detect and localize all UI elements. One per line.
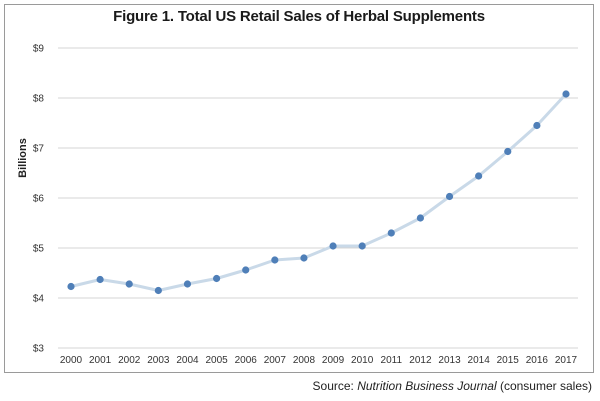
data-point: [533, 121, 541, 130]
series-line: [70, 92, 568, 292]
y-tick-label: $4: [33, 294, 45, 305]
data-point: [387, 229, 395, 237]
data-point: [212, 274, 221, 283]
x-axis-ticks: 2000 2001 2002 2003 2004 2005 2006 2007 2008 2009…: [60, 355, 578, 366]
y-tick-label: $7: [33, 144, 45, 155]
y-tick-label: $6: [33, 194, 45, 205]
y-tick-label: $3: [33, 344, 45, 355]
data-point: [445, 192, 454, 201]
data-point: [416, 214, 425, 222]
data-point: [154, 286, 162, 295]
x-tick-label: 2005: [205, 355, 228, 366]
x-tick-label: 2008: [293, 355, 316, 366]
gridlines: [58, 47, 578, 349]
chart-frame: [4, 4, 594, 373]
chart-title: Figure 1. Total US Retail Sales of Herba…: [113, 8, 485, 25]
data-point: [183, 280, 192, 288]
x-tick-label: 2001: [89, 355, 112, 366]
x-tick-label: 2011: [381, 355, 403, 366]
x-tick-label: 2004: [176, 355, 199, 366]
data-point: [504, 147, 512, 156]
x-tick-label: 2007: [264, 355, 287, 366]
x-tick-label: 2010: [351, 355, 374, 366]
data-point: [271, 256, 279, 264]
source-suffix: (consumer sales): [496, 379, 592, 393]
x-tick-label: 2014: [468, 355, 491, 366]
x-tick-label: 2013: [438, 355, 461, 366]
source-journal: Nutrition Business Journal: [357, 379, 497, 393]
x-tick-label: 2003: [147, 355, 170, 366]
data-point: [242, 266, 250, 274]
data-point: [329, 242, 337, 250]
x-tick-label: 2000: [60, 355, 83, 366]
x-tick-label: 2009: [322, 355, 345, 366]
y-axis-ticks: $3 $4 $5 $6 $7 $8 $9: [33, 44, 45, 355]
x-tick-label: 2012: [409, 355, 432, 366]
data-point: [300, 254, 308, 262]
data-point: [96, 275, 104, 284]
data-point: [358, 242, 366, 250]
y-tick-label: $8: [33, 94, 45, 105]
y-axis-label: Billions: [17, 138, 29, 178]
data-point: [125, 280, 133, 288]
data-point: [562, 90, 570, 98]
y-tick-label: $9: [33, 44, 45, 55]
y-tick-label: $5: [33, 244, 45, 255]
source-note: Source: Nutrition Business Journal (cons…: [313, 379, 592, 393]
x-tick-label: 2002: [118, 355, 141, 366]
x-tick-label: 2017: [555, 355, 578, 366]
data-point: [475, 172, 483, 180]
data-point: [67, 282, 75, 291]
x-tick-label: 2016: [526, 355, 549, 366]
source-prefix: Source:: [312, 379, 358, 393]
series-group: [67, 90, 570, 295]
x-tick-label: 2006: [235, 355, 258, 366]
x-tick-label: 2015: [497, 355, 520, 366]
